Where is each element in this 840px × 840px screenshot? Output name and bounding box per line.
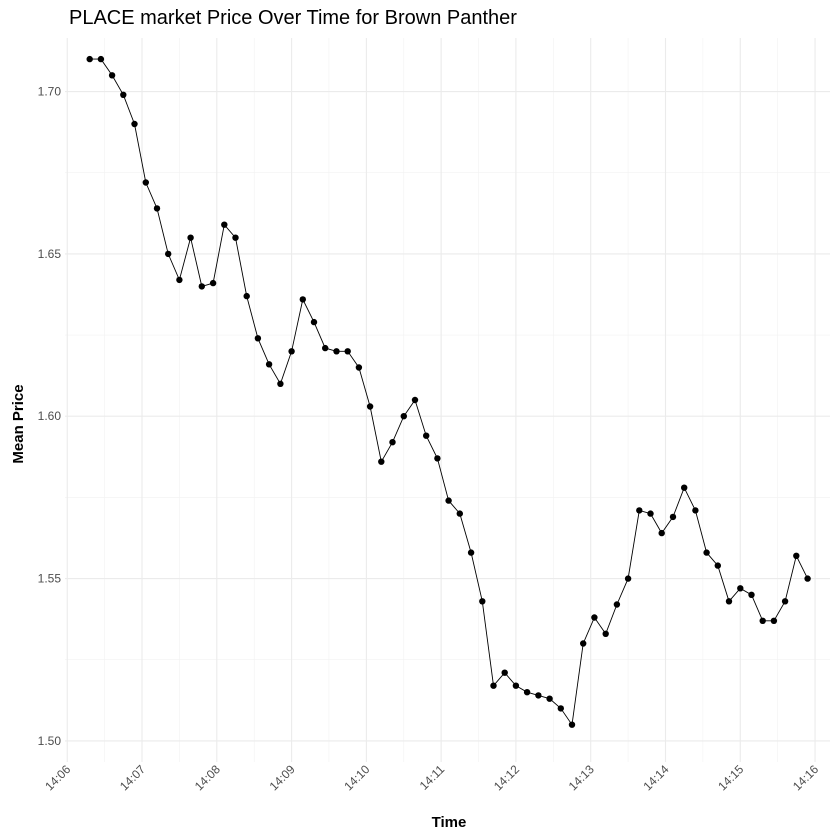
data-point — [322, 344, 329, 352]
x-tick-label: 14:13 — [566, 762, 597, 793]
x-tick-label: 14:10 — [341, 762, 372, 793]
data-point — [613, 601, 621, 608]
data-point — [344, 348, 351, 355]
data-point — [602, 630, 609, 637]
y-tick-label: 1.60 — [38, 409, 62, 423]
data-point — [108, 72, 116, 79]
data-point — [501, 669, 508, 676]
x-tick-label: 14:16 — [790, 762, 821, 793]
data-point — [243, 292, 250, 300]
data-point — [647, 510, 654, 517]
data-point — [445, 497, 452, 504]
data-point — [299, 296, 306, 303]
data-point — [725, 598, 733, 605]
x-axis-title: Time — [432, 814, 467, 831]
data-point — [456, 510, 463, 517]
data-point — [366, 403, 374, 410]
data-point — [669, 513, 677, 521]
x-tick-label: 14:12 — [491, 762, 522, 793]
data-point — [411, 396, 419, 404]
data-point — [232, 234, 239, 241]
data-point — [378, 458, 385, 465]
data-point — [692, 507, 699, 514]
data-point — [165, 250, 172, 258]
series-line — [89, 58, 809, 726]
chart-title: PLACE market Price Over Time for Brown P… — [69, 7, 517, 29]
x-tick-label: 14:09 — [267, 762, 298, 793]
minor-gridlines — [65, 38, 830, 762]
data-point — [770, 617, 778, 624]
data-point — [153, 205, 161, 212]
data-point — [254, 335, 262, 342]
data-point — [624, 575, 632, 582]
data-point — [187, 234, 194, 241]
data-point — [748, 591, 755, 598]
data-point — [759, 617, 766, 624]
data-point — [658, 529, 665, 537]
data-points — [86, 55, 811, 728]
data-point — [714, 562, 721, 569]
data-point — [490, 682, 497, 689]
x-tick-label: 14:14 — [640, 762, 671, 793]
data-point — [568, 721, 576, 728]
data-point — [333, 348, 340, 355]
data-point — [310, 318, 318, 326]
y-tick-label: 1.70 — [38, 85, 62, 99]
data-point — [479, 598, 486, 605]
x-tick-label: 14:07 — [117, 762, 148, 793]
data-point — [209, 279, 217, 287]
data-point — [636, 507, 643, 514]
data-point — [580, 640, 587, 647]
data-point — [681, 484, 688, 491]
data-point — [277, 380, 284, 387]
data-point — [131, 120, 138, 128]
data-point — [591, 614, 598, 621]
data-point — [176, 276, 183, 284]
data-point — [423, 432, 430, 439]
data-point — [557, 705, 564, 712]
data-point — [400, 413, 407, 420]
data-point — [86, 55, 93, 63]
data-point — [804, 575, 811, 582]
series-line-group — [89, 58, 809, 726]
x-axis-ticks: 14:06 14:07 14:08 14:09 14:10 14:11 14:12 14:13… — [42, 762, 821, 793]
major-gridlines — [65, 38, 830, 762]
data-point — [737, 585, 744, 592]
y-tick-label: 1.55 — [38, 572, 62, 586]
data-point — [546, 695, 553, 702]
data-point — [142, 179, 149, 186]
y-tick-label: 1.65 — [38, 247, 62, 261]
x-tick-label: 14:08 — [192, 762, 223, 793]
y-axis-ticks: 1.50 1.55 1.60 1.65 1.70 — [38, 85, 62, 748]
data-point — [535, 692, 542, 699]
data-point — [198, 283, 205, 290]
data-point — [523, 689, 531, 696]
x-tick-label: 14:11 — [417, 762, 448, 793]
data-point — [512, 682, 520, 689]
y-tick-label: 1.50 — [38, 734, 62, 748]
data-point — [389, 439, 396, 446]
data-point — [793, 552, 800, 559]
data-point — [97, 55, 105, 63]
y-axis-title: Mean Price — [10, 384, 27, 463]
data-point — [467, 549, 475, 556]
x-tick-label: 14:06 — [42, 762, 73, 793]
data-point — [265, 361, 273, 368]
data-point — [781, 598, 789, 605]
data-point — [355, 364, 363, 371]
data-point — [434, 455, 441, 462]
data-point — [288, 348, 295, 355]
data-point — [221, 221, 228, 228]
data-point — [120, 91, 127, 99]
data-point — [703, 549, 710, 556]
x-tick-label: 14:15 — [715, 762, 746, 793]
